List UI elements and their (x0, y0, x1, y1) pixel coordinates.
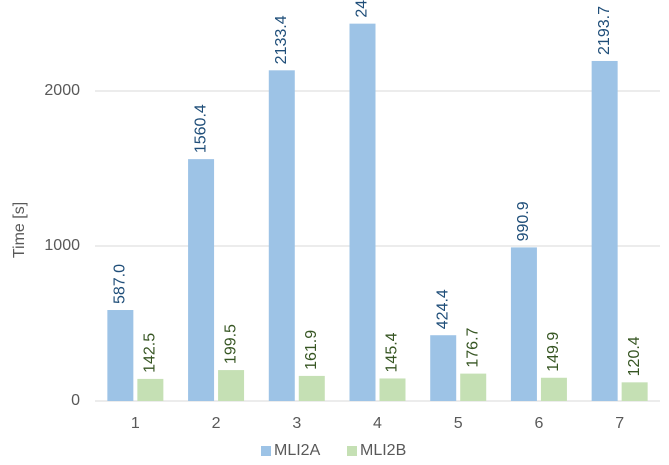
bar (430, 335, 457, 401)
data-label: 424.4 (434, 289, 451, 329)
data-label: 199.5 (222, 324, 239, 364)
data-label: 142.5 (142, 333, 159, 373)
data-label: 161.9 (303, 330, 320, 370)
x-tick-label: 6 (534, 415, 543, 432)
bar (349, 23, 376, 402)
data-label: 2193.7 (596, 6, 613, 55)
data-label: 2133.4 (273, 15, 290, 64)
x-tick-label: 1 (131, 415, 140, 432)
bar (621, 382, 648, 401)
y-axis-label: Time [s] (11, 202, 28, 258)
data-label: 587.0 (112, 264, 129, 304)
bar (218, 370, 245, 401)
bar (268, 70, 295, 401)
x-tick-label: 4 (373, 415, 382, 432)
data-label: 990.9 (515, 201, 532, 241)
x-tick-label: 7 (615, 415, 624, 432)
x-tick-label: 5 (454, 415, 463, 432)
x-tick-label: 3 (292, 415, 301, 432)
legend-swatch (347, 446, 357, 456)
data-label: 2434.4 (354, 0, 371, 18)
bar (591, 60, 618, 402)
bar (540, 377, 567, 401)
bar (107, 310, 134, 401)
data-label: 120.4 (626, 336, 643, 376)
legend-swatch (261, 446, 271, 456)
bar (510, 247, 537, 401)
data-label: 1560.4 (192, 104, 209, 153)
data-label: 149.9 (545, 332, 562, 372)
y-tick-label: 2000 (44, 82, 80, 99)
bar (188, 159, 215, 401)
legend-label: MLI2A (274, 442, 321, 459)
data-label: 145.4 (384, 332, 401, 372)
y-tick-label: 1000 (44, 237, 80, 254)
y-tick-label: 0 (71, 392, 80, 409)
bar (379, 378, 406, 401)
data-label: 176.7 (464, 327, 481, 367)
bar (298, 375, 325, 401)
bar (460, 373, 487, 401)
bar (137, 378, 164, 401)
legend-label: MLI2B (360, 442, 406, 459)
x-tick-label: 2 (212, 415, 221, 432)
